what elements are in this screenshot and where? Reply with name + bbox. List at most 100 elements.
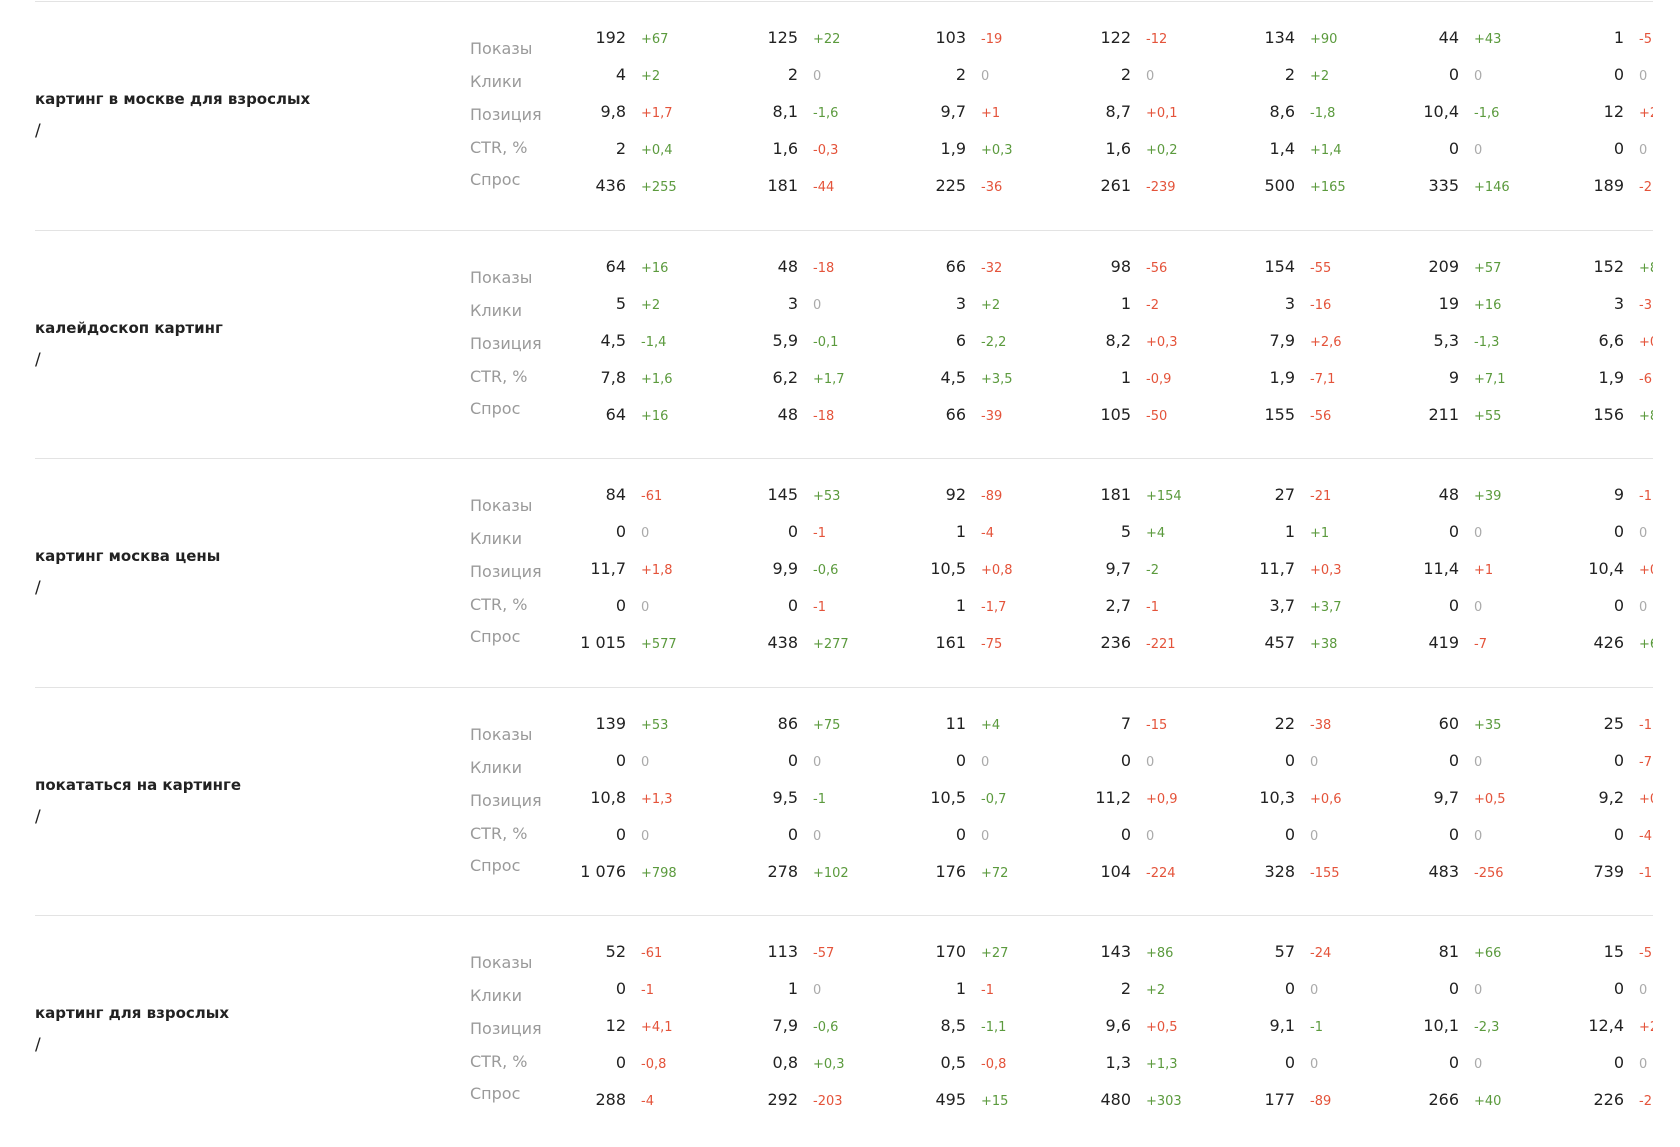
value: 12,4 [1588, 1016, 1624, 1035]
value: 495 [935, 1090, 966, 1109]
delta: 0 [641, 526, 650, 541]
delta: -6 [1639, 371, 1652, 387]
delta: -2 [1639, 180, 1652, 195]
delta: -1 [813, 600, 826, 615]
value: 438 [767, 633, 798, 652]
url: / [35, 1035, 41, 1055]
value: 1,6 [772, 139, 798, 158]
delta: +43 [1474, 32, 1502, 47]
delta: -61 [641, 489, 663, 504]
delta: -38 [1310, 717, 1332, 733]
value: 8,2 [1105, 330, 1131, 350]
value: 278 [767, 861, 798, 881]
metric-label: Спрос [470, 627, 521, 646]
value: 8,5 [940, 1016, 966, 1035]
value: 7,9 [772, 1016, 798, 1035]
delta: +8 [1639, 260, 1653, 276]
delta: 0 [1474, 828, 1483, 844]
value: 0 [1613, 522, 1624, 541]
value: 81 [1438, 942, 1459, 961]
delta: +15 [981, 1094, 1009, 1109]
value: 0 [1284, 979, 1295, 998]
delta: 0 [1639, 600, 1648, 615]
value: 2 [787, 65, 798, 84]
value: 113 [767, 942, 798, 961]
delta: 0 [813, 983, 822, 998]
value: 156 [1593, 404, 1624, 424]
delta: +0,3 [981, 143, 1013, 158]
delta: +0,2 [1146, 143, 1178, 158]
delta: 0 [641, 754, 650, 770]
url: / [35, 578, 41, 598]
delta: -2,3 [1474, 1020, 1500, 1035]
delta: 0 [981, 828, 990, 844]
metric-label: Позиция [470, 333, 542, 353]
delta: -0,9 [1146, 371, 1172, 387]
value: 1 015 [580, 633, 626, 652]
delta: +102 [813, 865, 849, 881]
value: 122 [1100, 28, 1131, 47]
delta: 0 [1639, 526, 1648, 541]
value: 0 [1613, 750, 1624, 770]
value: 2 [1120, 979, 1131, 998]
delta: +22 [813, 32, 841, 47]
delta: +1,4 [1310, 143, 1342, 158]
delta: -0,8 [981, 1057, 1007, 1072]
query: картинг москва цены [35, 547, 221, 565]
value: 211 [1428, 404, 1459, 424]
delta: +1,6 [641, 371, 673, 387]
delta: +38 [1310, 637, 1338, 652]
delta: -5 [1639, 32, 1652, 47]
value: 104 [1100, 861, 1131, 881]
delta: 0 [981, 754, 990, 770]
metric-label: CTR, % [470, 366, 528, 386]
delta: +0 [1639, 563, 1653, 578]
value: 0 [615, 979, 626, 998]
delta: -75 [981, 637, 1003, 652]
metric-label: Позиция [470, 105, 542, 124]
delta: -61 [641, 946, 663, 961]
value: 1,3 [1105, 1053, 1131, 1072]
value: 0,8 [772, 1053, 798, 1072]
value: 60 [1438, 713, 1459, 733]
delta: +40 [1474, 1094, 1502, 1109]
delta: -50 [1146, 408, 1168, 424]
value: 66 [945, 404, 966, 424]
delta: +0,9 [1146, 791, 1178, 807]
value: 7,8 [600, 367, 626, 387]
value: 0 [787, 596, 798, 615]
row-separator [35, 686, 1653, 688]
value: 1 [955, 522, 966, 541]
delta: -18 [813, 408, 835, 424]
value: 161 [935, 633, 966, 652]
delta: -0,8 [641, 1057, 667, 1072]
value: 9,1 [1269, 1016, 1295, 1035]
delta: +4,1 [641, 1020, 673, 1035]
value: 0 [1448, 139, 1459, 158]
value: 6,6 [1598, 330, 1624, 350]
delta: +2 [641, 297, 661, 313]
value: 9,9 [772, 559, 798, 578]
metric-label: Показы [470, 496, 533, 515]
delta: +7,1 [1474, 371, 1506, 387]
delta: -0,3 [813, 143, 839, 158]
delta: +2 [1639, 106, 1653, 121]
value: 177 [1264, 1090, 1295, 1109]
metric-label: Клики [470, 986, 523, 1005]
value: 8,7 [1105, 102, 1131, 121]
value: 52 [605, 942, 626, 961]
value: 0 [1448, 65, 1459, 84]
metric-label: CTR, % [470, 138, 528, 157]
value: 10,3 [1259, 787, 1295, 807]
value: 105 [1100, 404, 1131, 424]
delta: +75 [813, 717, 841, 733]
value: 9,7 [1105, 559, 1131, 578]
delta: 0 [1639, 1057, 1648, 1072]
delta: +90 [1310, 32, 1338, 47]
row-separator [35, 229, 1653, 231]
value: 5 [615, 293, 626, 313]
delta: +72 [981, 865, 1009, 881]
delta: +86 [1146, 946, 1174, 961]
delta: +1,8 [641, 563, 673, 578]
delta: +1 [981, 106, 1001, 121]
